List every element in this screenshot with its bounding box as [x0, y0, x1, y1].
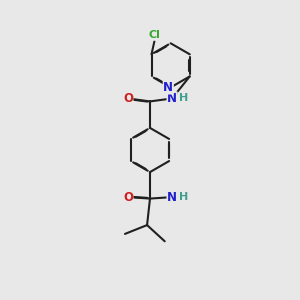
Text: Cl: Cl	[148, 30, 160, 40]
Text: O: O	[123, 92, 133, 105]
Text: H: H	[178, 192, 188, 202]
Text: N: N	[167, 92, 177, 105]
Text: N: N	[167, 190, 177, 204]
Text: O: O	[123, 190, 133, 204]
Text: N: N	[163, 81, 173, 94]
Text: H: H	[178, 93, 188, 103]
